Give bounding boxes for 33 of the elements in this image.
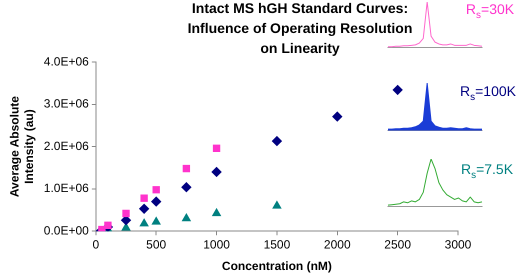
y-tick-label: 1.0E+06 (44, 181, 90, 196)
point (140, 194, 148, 202)
point (392, 84, 403, 95)
x-tick-label: 500 (146, 238, 167, 252)
point (212, 208, 221, 216)
x-tick-label: 1500 (264, 238, 291, 252)
point (181, 182, 192, 192)
x-tick-label: 2500 (384, 238, 412, 252)
x-tick-label: 2000 (324, 238, 351, 252)
point (152, 186, 160, 194)
point (122, 210, 130, 218)
point (139, 204, 150, 214)
y-tick-label: 0.0E+00 (44, 224, 90, 238)
chart-title: Intact MS hGH Standard Curves: Influence of Operating Resolution on Linearity (188, 0, 412, 56)
x-tick-label: 0 (92, 238, 100, 252)
point (104, 222, 112, 229)
point (182, 164, 190, 172)
x-tick-label: 1000 (203, 238, 230, 252)
point (212, 144, 220, 152)
point (151, 196, 162, 207)
point (272, 136, 282, 146)
y-axis-title: Average Absolute Intensity (au) (8, 96, 36, 198)
y-tick-label: 4.0E+06 (44, 54, 90, 68)
x-axis-title: Concentration (nM) (222, 259, 332, 274)
point (212, 166, 222, 177)
point (272, 200, 282, 209)
point (182, 214, 191, 222)
y-tick-label: 2.0E+06 (44, 138, 90, 153)
y-tick-label: 3.0E+06 (44, 96, 90, 111)
point (152, 216, 161, 225)
point (140, 218, 149, 226)
point (332, 112, 342, 122)
x-tick-label: 3000 (444, 238, 472, 252)
